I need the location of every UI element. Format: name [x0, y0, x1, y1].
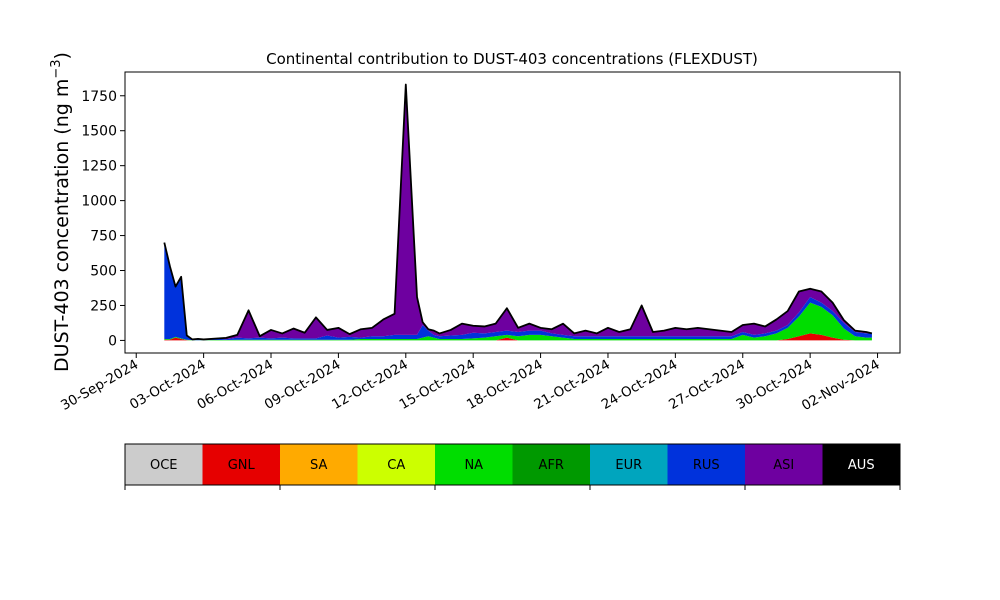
legend-swatch-na: [435, 444, 513, 485]
x-tick-label: 12-Oct-2024: [329, 357, 411, 413]
x-tick-label: 15-Oct-2024: [397, 357, 479, 413]
legend-swatch-oce: [125, 444, 203, 485]
y-tick-label: 1500: [81, 124, 117, 140]
legend-label-eur: EUR: [615, 458, 642, 473]
legend-swatch-sa: [280, 444, 358, 485]
y-axis-label-close: ): [51, 52, 73, 59]
x-axis: 30-Sep-202403-Oct-202406-Oct-202409-Oct-…: [58, 353, 883, 414]
y-tick-label: 0: [108, 333, 117, 349]
legend-swatch-afr: [512, 444, 591, 485]
legend-swatch-rus: [667, 444, 746, 485]
legend-swatch-aus: [822, 444, 901, 485]
x-tick-label: 18-Oct-2024: [464, 357, 546, 413]
legend-label-sa: SA: [310, 458, 327, 473]
x-tick-label: 21-Oct-2024: [531, 357, 613, 413]
legend-swatch-eur: [590, 444, 668, 485]
y-tick-label: 1750: [81, 89, 117, 105]
legend-swatch-gnl: [202, 444, 281, 485]
plot-frame: [124, 71, 901, 354]
stacked-areas: [164, 84, 872, 341]
area-asi: [164, 84, 872, 340]
chart-title: Continental contribution to DUST-403 con…: [266, 50, 758, 68]
legend-label-ca: CA: [387, 458, 405, 473]
y-axis-label: DUST-403 concentration (ng m−3): [49, 52, 73, 372]
legend-swatch-ca: [357, 444, 436, 485]
y-axis: 0 250 500 750 1000 1250 1500 1750: [81, 89, 125, 349]
y-tick-label: 750: [90, 229, 117, 245]
legend-label-aus: AUS: [848, 458, 875, 473]
y-tick-label: 500: [90, 264, 117, 280]
legend-label-oce: OCE: [150, 458, 178, 473]
y-tick-label: 1000: [81, 194, 117, 210]
legend-label-afr: AFR: [539, 458, 564, 473]
y-tick-label: 1250: [81, 159, 117, 175]
y-axis-label-main: DUST-403 concentration (ng m: [51, 79, 73, 372]
legend-label-rus: RUS: [693, 458, 720, 473]
legend-label-asi: ASI: [773, 458, 794, 473]
x-tick-label: 09-Oct-2024: [262, 357, 344, 413]
y-axis-label-exponent: −3: [49, 59, 64, 78]
legend-label-na: NA: [464, 458, 483, 473]
legend-label-gnl: GNL: [228, 458, 256, 473]
legend-swatch-asi: [745, 444, 823, 485]
area-aus: [164, 84, 872, 340]
legend-frame: [124, 443, 901, 486]
area-gnl: [164, 333, 872, 341]
total-outline: [163, 83, 873, 341]
y-tick-label: 250: [90, 298, 117, 314]
legend-colorbar: OCE GNL SA CA NA AFR EUR RUS ASI AUS: [124, 443, 901, 490]
